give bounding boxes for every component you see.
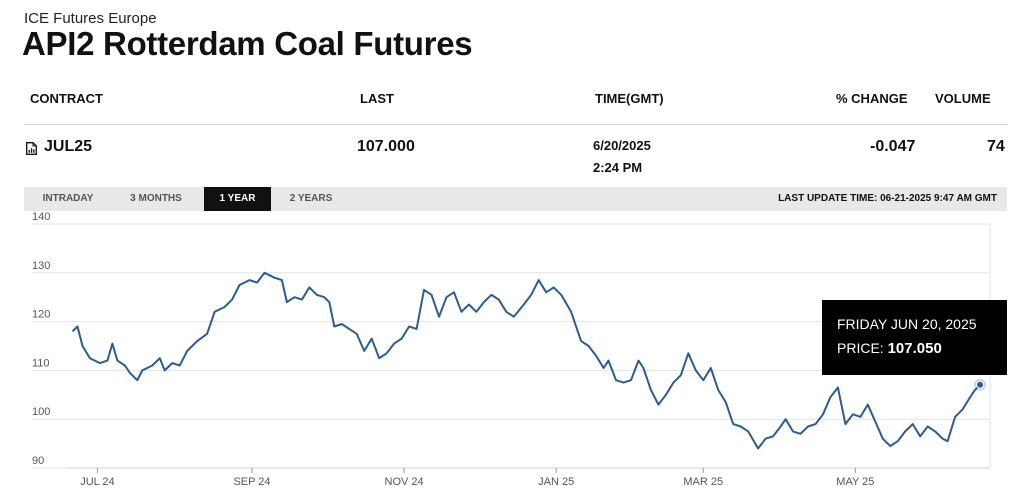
percent-change: -0.047: [870, 138, 916, 155]
tooltip-price-label: PRICE:: [837, 340, 884, 356]
y-tick-label-130: 130: [32, 260, 50, 272]
x-tick-label-sep-24: SEP 24: [233, 476, 270, 488]
table-divider: [24, 124, 1007, 125]
y-tick-label-110: 110: [32, 357, 50, 369]
volume-value: 74: [987, 138, 1005, 155]
last-update-time: LAST UPDATE TIME: 06-21-2025 9:47 AM GMT: [778, 193, 997, 204]
y-tick-label-120: 120: [32, 309, 50, 321]
y-tick-label-90: 90: [32, 455, 44, 467]
exchange-name: ICE Futures Europe: [24, 10, 157, 27]
x-tick-label-may-25: MAY 25: [836, 476, 874, 488]
y-tick-label-140: 140: [32, 211, 50, 223]
contract-name[interactable]: JUL25: [44, 138, 93, 155]
y-tick-label-100: 100: [32, 406, 50, 418]
page-title: API2 Rotterdam Coal Futures: [22, 25, 473, 62]
document-chart-icon[interactable]: [26, 142, 37, 155]
column-header-time: TIME(GMT): [595, 91, 664, 106]
column-header-contract: CONTRACT: [30, 91, 103, 106]
column-header-last: LAST: [360, 91, 394, 106]
tab-2-years[interactable]: 2 YEARS: [289, 193, 333, 204]
column-header-change: % CHANGE: [836, 91, 908, 106]
trade-date: 6/20/2025: [593, 138, 651, 153]
x-tick-label-mar-25: MAR 25: [683, 476, 723, 488]
tab-3-months[interactable]: 3 MONTHS: [130, 193, 182, 204]
tab-intraday[interactable]: INTRADAY: [42, 193, 94, 204]
x-tick-label-jul-24: JUL 24: [80, 476, 114, 488]
price-series-line-0: [71, 271, 981, 450]
tooltip-price-value: 107.050: [887, 340, 942, 357]
tab-1-year[interactable]: 1 YEAR: [204, 187, 271, 211]
tooltip-price-row: PRICE: 107.050: [837, 340, 1007, 357]
tooltip-date: FRIDAY JUN 20, 2025: [837, 316, 977, 332]
trade-time: 2:24 PM: [593, 160, 643, 175]
price-tooltip: FRIDAY JUN 20, 2025 PRICE: 107.050: [822, 300, 1007, 375]
column-header-volume: VOLUME: [935, 91, 991, 106]
x-tick-label-nov-24: NOV 24: [385, 476, 424, 488]
last-price: 107.000: [357, 138, 415, 155]
range-tab-bar: INTRADAY 3 MONTHS 1 YEAR 2 YEARS LAST UP…: [24, 187, 1007, 211]
highlight-point: [976, 380, 985, 389]
x-tick-label-jan-25: JAN 25: [538, 476, 574, 488]
